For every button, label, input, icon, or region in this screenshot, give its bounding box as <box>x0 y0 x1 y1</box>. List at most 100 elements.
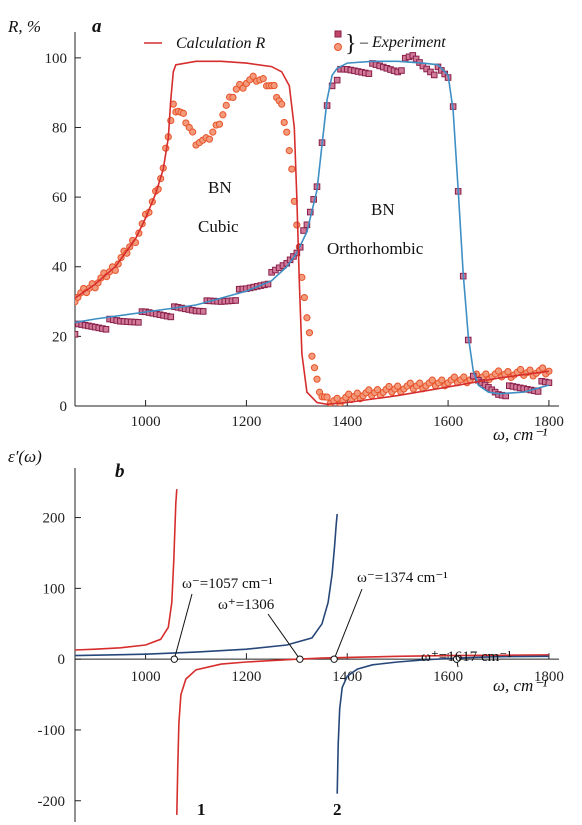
panel-b-y-label: ε′(ω) <box>8 447 42 466</box>
y-tick-label: 20 <box>52 329 67 345</box>
experiment-cubic-point <box>229 93 237 102</box>
panel-a-letter: a <box>92 16 102 37</box>
experiment-cubic-point <box>313 375 321 383</box>
experiment-cubic-point <box>438 376 446 384</box>
legend-exp-label: – Experiment <box>359 34 446 51</box>
experiment-cubic-point <box>385 382 393 391</box>
experiment-cubic-point <box>494 367 503 375</box>
experiment-cubic-point <box>209 128 217 136</box>
experiment-orthorhombic-point <box>300 227 307 234</box>
experiment-cubic-point <box>308 352 316 360</box>
experiment-orthorhombic-point <box>303 221 311 229</box>
panel-a-legend: Calculation R } – Experiment <box>144 30 446 57</box>
legend-exp-square-marker <box>334 30 342 38</box>
panel-a-series <box>75 52 553 406</box>
experiment-cubic-point <box>219 111 227 119</box>
crossing-point-marker <box>330 655 338 663</box>
experiment-orthorhombic-point <box>409 52 417 59</box>
experiment-cubic-point <box>300 293 308 302</box>
y-tick-label: 40 <box>52 260 67 276</box>
y-tick-label: 100 <box>45 51 68 67</box>
eps-series-1-branch-1 <box>75 489 178 651</box>
legend-exp-circle-marker <box>334 43 342 51</box>
experiment-cubic-point <box>239 84 247 92</box>
x-tick-label: 1400 <box>332 414 362 430</box>
experiment-cubic-point <box>305 329 314 337</box>
experiment-cubic-point <box>179 109 187 117</box>
experiment-orthorhombic-point <box>430 71 438 79</box>
experiment-cubic-point <box>280 118 288 127</box>
legend-calc-label: Calculation R <box>176 35 266 52</box>
crossing-point-marker <box>296 655 304 663</box>
experiment-cubic-point <box>365 386 373 394</box>
experiment-cubic-point <box>450 373 458 381</box>
x-tick-label: 1800 <box>534 669 564 685</box>
crossing-leader-line <box>267 613 301 660</box>
eps-series-2-branch-1 <box>75 513 338 657</box>
calculation-orthorhombic-line <box>75 60 550 395</box>
experiment-orthorhombic-point <box>534 388 542 395</box>
y-tick-label: 200 <box>43 511 66 527</box>
experiment-cubic-point <box>516 365 525 374</box>
x-tick-label: 1200 <box>231 669 261 685</box>
panel-b-x-label: ω, cm⁻¹ <box>493 676 547 695</box>
experiment-orthorhombic-point <box>333 76 341 84</box>
experiment-cubic-point <box>189 128 197 136</box>
experiment-orthorhombic-point <box>412 55 420 63</box>
experiment-orthorhombic-point <box>75 330 79 338</box>
y-tick-label: 0 <box>58 652 66 668</box>
experiment-cubic-point <box>310 364 319 372</box>
experiment-cubic-point <box>539 364 547 372</box>
y-tick-label: -200 <box>38 794 66 810</box>
experiment-cubic-point <box>323 393 331 401</box>
label-bn-ortho-2: Orthorhombic <box>327 239 424 258</box>
experiment-cubic-point <box>353 389 361 397</box>
series-1-number: 1 <box>197 800 206 819</box>
experiment-orthorhombic-point <box>167 313 175 321</box>
experiment-cubic-point <box>285 147 293 155</box>
experiment-cubic-point <box>428 376 436 384</box>
y-tick-label: 80 <box>52 120 67 136</box>
crossing-point-marker <box>452 655 461 663</box>
experiment-orthorhombic-point <box>135 319 142 326</box>
crossing-point-marker <box>170 655 179 663</box>
x-tick-label: 1600 <box>433 414 463 430</box>
experiment-cubic-point <box>526 366 534 374</box>
experiment-cubic-point <box>249 72 257 80</box>
y-tick-label: -100 <box>38 723 66 739</box>
y-tick-label: 60 <box>52 190 67 206</box>
panel-b-series <box>75 489 549 815</box>
eps-series-2-branch-2 <box>336 655 549 794</box>
crossing-point-label: ω⁻=1057 cm⁻¹ <box>182 576 273 592</box>
panel-a-y-label: R, % <box>7 17 41 36</box>
experiment-cubic-point <box>394 382 402 390</box>
experiment-cubic-point <box>482 370 490 378</box>
eps-series-1-branch-2 <box>176 654 549 815</box>
experiment-orthorhombic-point <box>199 308 207 315</box>
experiment-orthorhombic-point <box>545 379 553 386</box>
experiment-cubic-point <box>373 386 382 394</box>
x-tick-label: 1000 <box>131 669 161 685</box>
y-tick-label: 100 <box>43 581 66 597</box>
experiment-cubic-point <box>222 101 230 109</box>
crossing-leader-line <box>333 588 363 660</box>
crossing-point-label: ω⁺=1617 cm⁻¹ <box>421 649 512 665</box>
experiment-cubic-point <box>278 100 286 108</box>
calculation-cubic-line <box>75 60 550 406</box>
label-bn-cubic-2: Cubic <box>198 217 239 236</box>
crossing-point-label: ω⁺=1306 <box>218 597 275 613</box>
experiment-cubic-point <box>215 120 224 128</box>
experiment-orthorhombic-point <box>398 67 405 74</box>
x-tick-label: 1600 <box>433 669 463 685</box>
experiment-cubic-point <box>416 379 424 387</box>
panel-a-x-label: ω, cm⁻¹ <box>493 425 547 444</box>
experiment-cubic-point <box>303 314 311 322</box>
y-tick-label: 0 <box>60 399 68 415</box>
experiment-cubic-point <box>504 367 512 376</box>
panel-a-ticks: 1000 1200 1400 1600 1800 0 20 40 60 80 100 <box>45 51 564 430</box>
x-tick-label: 1000 <box>131 414 161 430</box>
experiment-cubic-point <box>205 135 214 143</box>
